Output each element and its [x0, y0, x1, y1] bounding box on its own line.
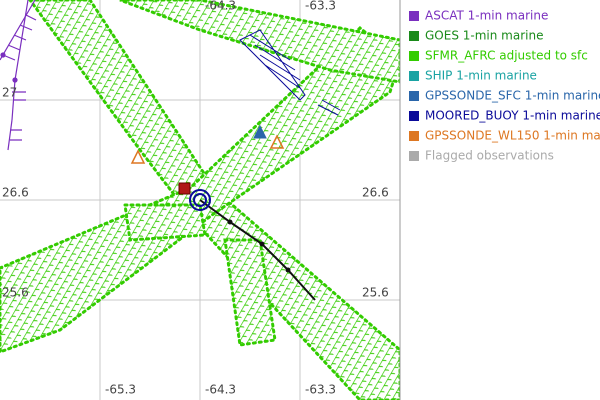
coord-label: 26.6 — [362, 186, 389, 200]
legend-label: Flagged observations — [425, 149, 554, 163]
barb-group — [7, 0, 29, 151]
legend-swatch — [409, 131, 419, 141]
ob-dot — [12, 77, 18, 83]
buoy-circle — [189, 189, 211, 211]
legend-swatch — [409, 91, 419, 101]
legend: ASCAT 1-min marine GOES 1-min marine SFMR_… — [409, 9, 600, 163]
axis-labels: -64.3 -63.3 -65.3 -64.3 -63.3 27 26.6 25.6 26.6 2… — [2, 0, 389, 397]
flag-square — [178, 182, 191, 195]
ob-dot — [0, 52, 6, 58]
ascat-track — [0, 0, 37, 151]
barb-group — [0, 0, 37, 61]
coord-label: -64.3 — [205, 0, 236, 13]
ob-dot — [227, 219, 233, 225]
legend-swatch — [409, 31, 419, 41]
plot-area — [0, 0, 400, 400]
legend-label: MOORED_BUOY 1-min marine — [425, 109, 600, 123]
coord-label: 26.6 — [2, 186, 29, 200]
barb-group — [239, 29, 306, 101]
legend-label: ASCAT 1-min marine — [425, 9, 548, 23]
sonde-triangle — [253, 124, 267, 139]
legend-label: SFMR_AFRC adjusted to sfc — [425, 49, 588, 63]
sonde-triangle — [130, 149, 146, 164]
sonde-triangle — [269, 134, 285, 149]
legend-label: GPSSONDE_SFC 1-min marine — [425, 89, 600, 103]
legend-swatch — [409, 151, 419, 161]
track-line — [199, 199, 316, 301]
ob-dot — [285, 267, 291, 273]
swath — [223, 238, 277, 347]
buoy-track — [239, 29, 341, 116]
coord-label: -65.3 — [105, 383, 136, 397]
barb-group — [317, 99, 341, 116]
coord-label: 27 — [2, 86, 17, 100]
buoy-circle — [193, 193, 207, 207]
legend-swatch — [409, 11, 419, 21]
coord-label: -63.3 — [305, 383, 336, 397]
coord-label: -63.3 — [305, 0, 336, 13]
coord-label: 25.6 — [362, 286, 389, 300]
coord-label: -64.3 — [205, 383, 236, 397]
legend-label: SHIP 1-min marine — [425, 69, 537, 83]
legend-swatch — [409, 51, 419, 61]
legend-swatch — [409, 71, 419, 81]
legend-label: GOES 1-min marine — [425, 29, 543, 43]
legend-swatch — [409, 111, 419, 121]
coord-label: 25.6 — [2, 286, 29, 300]
legend-label: GPSSONDE_WL150 1-min mar — [425, 129, 600, 143]
ob-dot — [259, 241, 265, 247]
swath — [123, 203, 207, 242]
